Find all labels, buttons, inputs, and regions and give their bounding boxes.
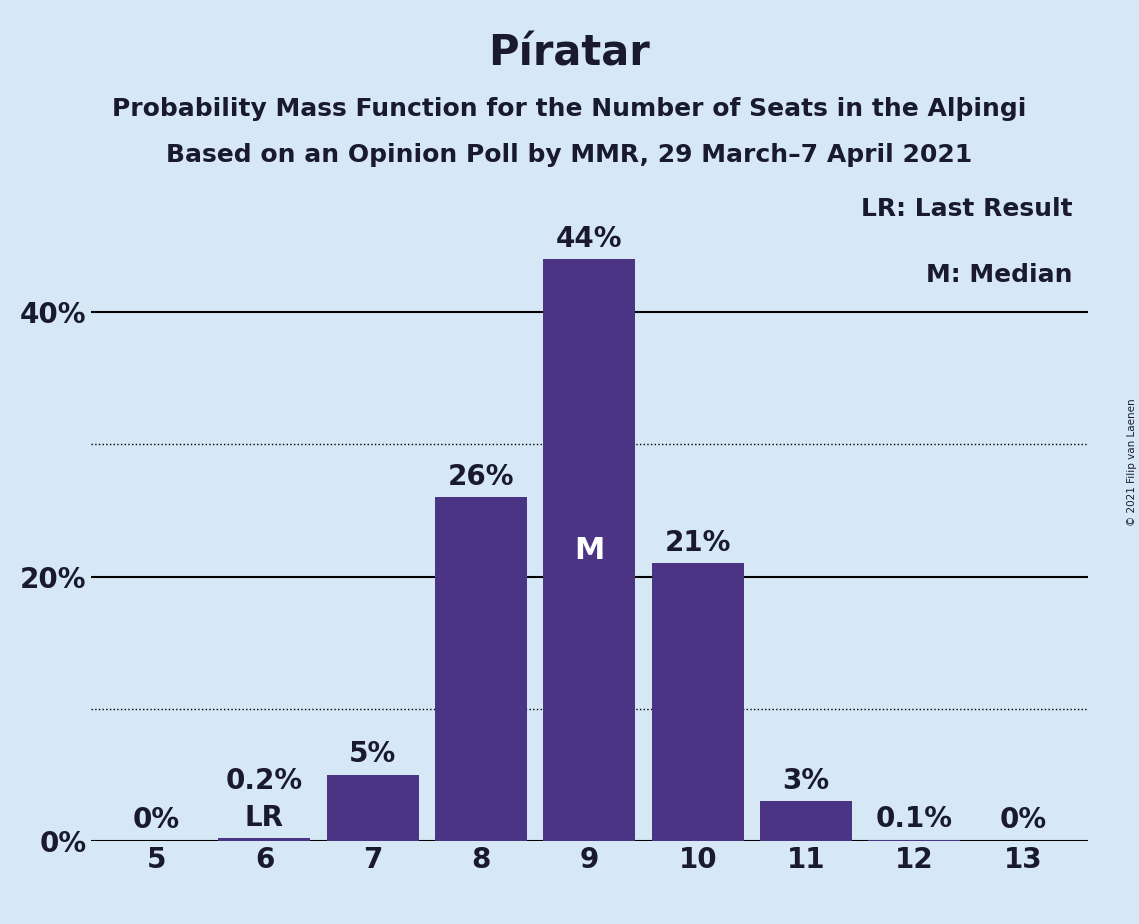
Text: Píratar: Píratar bbox=[489, 32, 650, 74]
Bar bbox=[435, 497, 527, 841]
Bar bbox=[868, 840, 960, 841]
Text: 0.2%: 0.2% bbox=[226, 767, 303, 795]
Text: LR: LR bbox=[245, 804, 284, 832]
Text: 0.1%: 0.1% bbox=[876, 805, 953, 833]
Text: Based on an Opinion Poll by MMR, 29 March–7 April 2021: Based on an Opinion Poll by MMR, 29 Marc… bbox=[166, 143, 973, 167]
Text: 26%: 26% bbox=[448, 463, 515, 491]
Text: 0%: 0% bbox=[132, 807, 180, 834]
Text: 44%: 44% bbox=[556, 225, 623, 253]
Text: M: Median: M: Median bbox=[926, 262, 1073, 286]
Text: 3%: 3% bbox=[782, 767, 829, 795]
Bar bbox=[760, 801, 852, 841]
Bar bbox=[543, 260, 636, 841]
Text: © 2021 Filip van Laenen: © 2021 Filip van Laenen bbox=[1126, 398, 1137, 526]
Text: 21%: 21% bbox=[664, 529, 731, 557]
Bar bbox=[327, 774, 419, 841]
Text: Probability Mass Function for the Number of Seats in the Alþingi: Probability Mass Function for the Number… bbox=[113, 97, 1026, 121]
Text: M: M bbox=[574, 536, 605, 565]
Text: 0%: 0% bbox=[999, 807, 1047, 834]
Bar bbox=[652, 564, 744, 841]
Text: 5%: 5% bbox=[350, 740, 396, 768]
Text: LR: Last Result: LR: Last Result bbox=[861, 197, 1073, 221]
Bar bbox=[219, 838, 311, 841]
